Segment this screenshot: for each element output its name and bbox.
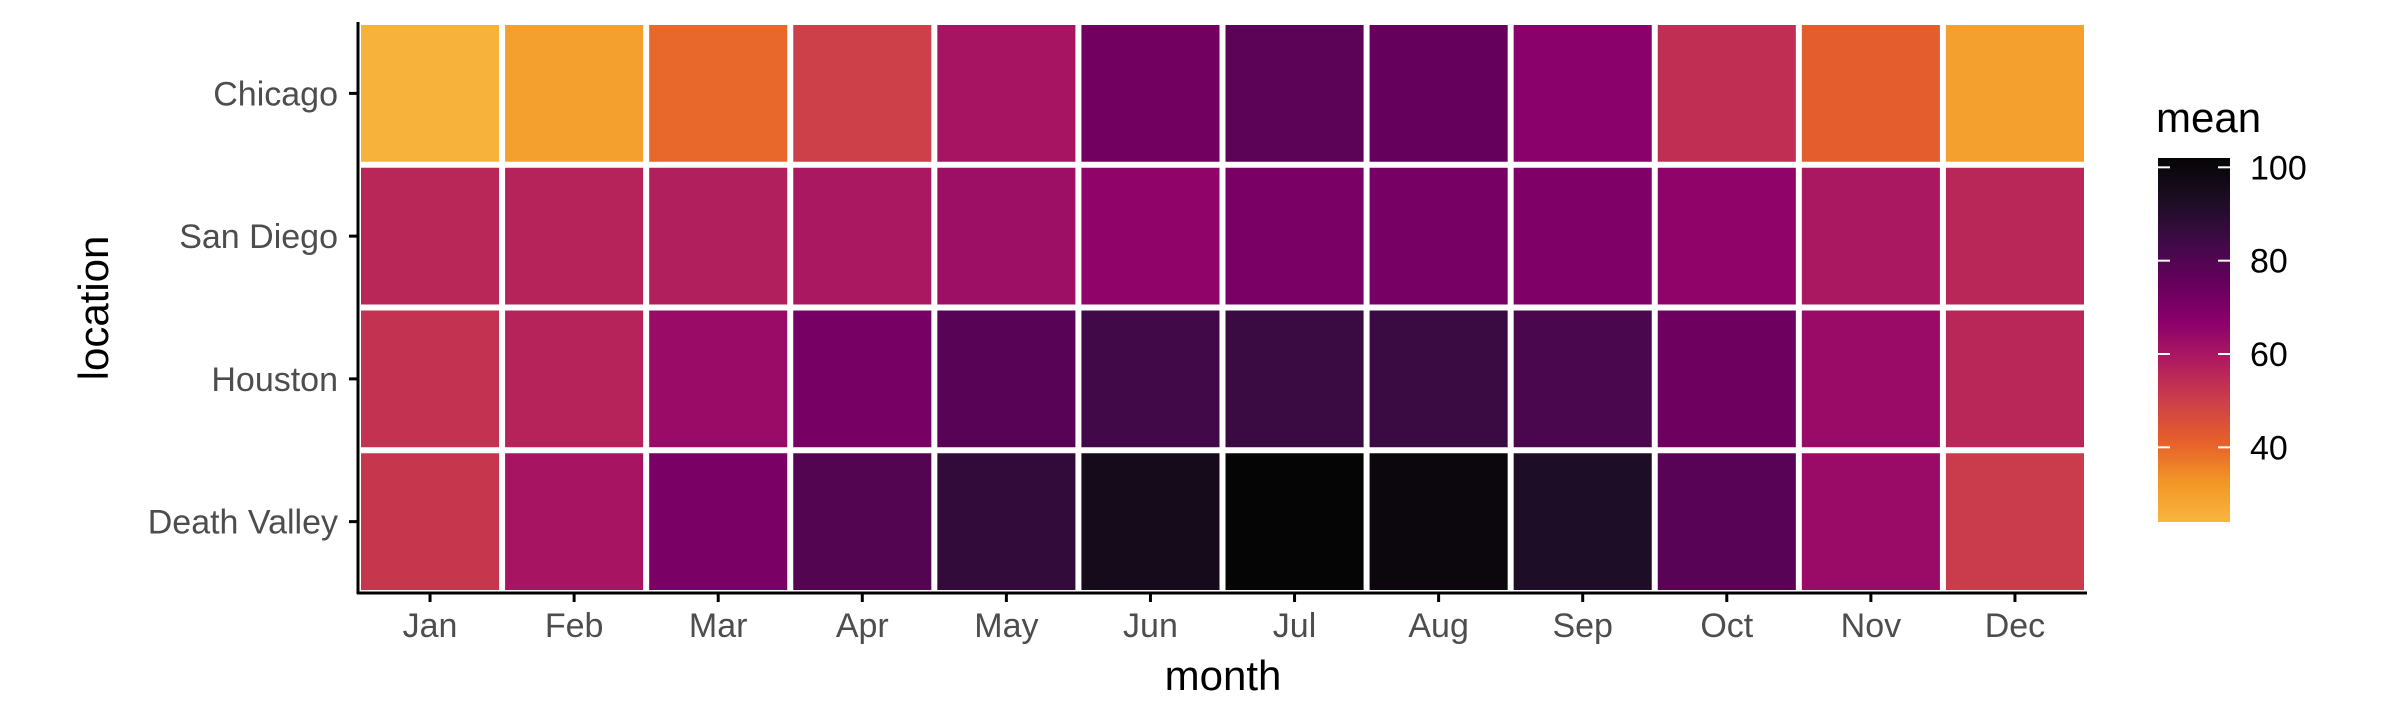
heatmap-cell — [1081, 310, 1220, 448]
heatmap-cell — [937, 453, 1076, 590]
x-tick-label: Mar — [689, 607, 748, 645]
heatmap-cell — [937, 167, 1076, 305]
heatmap-cell — [1369, 453, 1508, 590]
heatmap-cell — [1801, 453, 1940, 590]
legend-tick-label: 80 — [2250, 243, 2288, 281]
heatmap-cell — [793, 453, 932, 590]
heatmap-cell — [937, 310, 1076, 448]
y-tick-label: San Diego — [179, 218, 338, 256]
legend-title: mean — [2156, 94, 2261, 141]
heatmap-cell — [1081, 25, 1220, 162]
heatmap-cell — [649, 310, 788, 448]
heatmap-cell — [1657, 167, 1796, 305]
x-tick-label: Dec — [1985, 607, 2045, 645]
heatmap-cell — [1369, 310, 1508, 448]
x-axis-title: month — [1165, 652, 1282, 699]
y-tick-label: Houston — [211, 361, 338, 399]
x-tick-label: Nov — [1841, 607, 1901, 645]
heatmap-cell — [1225, 453, 1364, 590]
legend-tick-label: 40 — [2250, 429, 2288, 467]
y-tick-label: Chicago — [213, 75, 338, 113]
heatmap-cell — [361, 167, 500, 305]
legend: mean 40 60 80 100 — [2156, 94, 2307, 522]
legend-colorbar — [2158, 158, 2230, 522]
x-tick-label: Oct — [1700, 607, 1753, 645]
y-tick-label: Death Valley — [148, 504, 338, 542]
legend-ticks: 40 60 80 100 — [2158, 149, 2307, 467]
heatmap-cell — [1225, 310, 1364, 448]
heatmap-cell — [1081, 167, 1220, 305]
heatmap-cell — [1945, 310, 2084, 448]
heatmap-cell — [505, 310, 644, 448]
heatmap-cell — [1657, 310, 1796, 448]
heatmap-cell — [649, 167, 788, 305]
heatmap-cell — [1081, 453, 1220, 590]
y-axis-title: location — [70, 236, 117, 381]
heatmap-cell — [1945, 25, 2084, 162]
heatmap-cell — [361, 310, 500, 448]
x-tick-label: Aug — [1408, 607, 1469, 645]
heatmap-cell — [1801, 25, 1940, 162]
x-tick-label: Jun — [1123, 607, 1178, 645]
y-axis-ticks: Chicago San Diego Houston Death Valley — [148, 75, 358, 542]
heatmap-cell — [649, 25, 788, 162]
heatmap-cell — [1513, 453, 1652, 590]
heatmap-cells — [361, 25, 2084, 590]
heatmap-cell — [793, 167, 932, 305]
legend-tick-label: 100 — [2250, 149, 2307, 187]
heatmap-cell — [1225, 25, 1364, 162]
heatmap-cell — [649, 453, 788, 590]
heatmap-cell — [505, 25, 644, 162]
heatmap-cell — [1225, 167, 1364, 305]
heatmap-cell — [1657, 453, 1796, 590]
heatmap-cell — [1513, 167, 1652, 305]
heatmap-cell — [1945, 453, 2084, 590]
heatmap-cell — [1513, 25, 1652, 162]
heatmap-cell — [1801, 167, 1940, 305]
heatmap-cell — [1945, 167, 2084, 305]
heatmap-cell — [793, 310, 932, 448]
x-axis-ticks: Jan Feb Mar Apr May Jun Jul Aug Sep Oct Nov Dec — [403, 593, 2045, 645]
x-tick-label: Jan — [403, 607, 458, 645]
heatmap-cell — [937, 25, 1076, 162]
heatmap-cell — [361, 25, 500, 162]
x-tick-label: May — [974, 607, 1038, 645]
heatmap-cell — [505, 167, 644, 305]
heatmap-cell — [1369, 167, 1508, 305]
heatmap-cell — [1369, 25, 1508, 162]
heatmap-cell — [505, 453, 644, 590]
legend-tick-label: 60 — [2250, 336, 2288, 374]
heatmap-cell — [1513, 310, 1652, 448]
heatmap-cell — [1801, 310, 1940, 448]
heatmap-cell — [361, 453, 500, 590]
x-tick-label: Sep — [1552, 607, 1613, 645]
heatmap-cell — [1657, 25, 1796, 162]
x-tick-label: Feb — [545, 607, 604, 645]
x-tick-label: Apr — [836, 607, 889, 645]
x-tick-label: Jul — [1273, 607, 1316, 645]
heatmap-cell — [793, 25, 932, 162]
